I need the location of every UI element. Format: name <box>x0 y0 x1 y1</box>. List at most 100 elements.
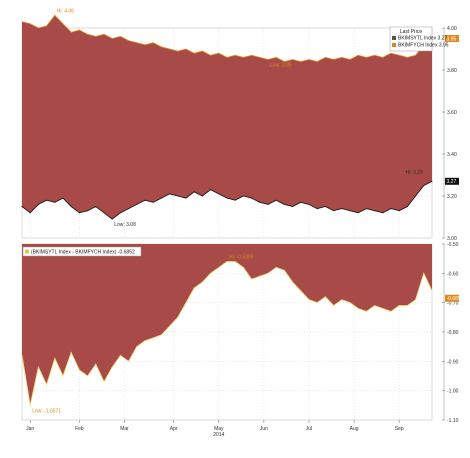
data-point-bkimfych-19 <box>177 50 179 52</box>
data-point-spread-29 <box>259 275 261 277</box>
data-point-bkimsytl-39 <box>341 208 343 210</box>
x-axis-year-label: 2014 <box>213 432 224 438</box>
data-point-bkimfych-30 <box>267 59 269 60</box>
annotation-label: Hi: 3.29 <box>406 170 423 176</box>
data-point-spread-22 <box>201 281 203 283</box>
data-point-bkimsytl-6 <box>70 206 72 207</box>
data-point-spread-15 <box>144 340 146 342</box>
data-point-spread-17 <box>160 334 162 336</box>
legend-entry-label: (BKIMSYTL Index - BKIMFYCH Index) -0.685… <box>31 249 135 255</box>
data-point-bkimfych-15 <box>144 44 146 46</box>
data-point-spread-19 <box>177 316 179 318</box>
data-point-bkimfych-37 <box>324 56 326 58</box>
data-point-bkimfych-42 <box>365 56 367 58</box>
data-point-bkimfych-14 <box>136 42 138 44</box>
series-band-area <box>22 15 432 220</box>
data-point-bkimsytl-36 <box>316 208 318 210</box>
data-point-spread-32 <box>283 269 285 271</box>
data-point-bkimsytl-35 <box>308 203 310 205</box>
data-point-bkimfych-20 <box>185 48 187 50</box>
data-point-bkimsytl-38 <box>333 210 335 212</box>
data-point-bkimfych-22 <box>201 50 203 52</box>
data-point-spread-38 <box>333 305 335 307</box>
y-tick-label: 3.20 <box>447 194 457 200</box>
data-point-bkimfych-12 <box>119 35 121 37</box>
legend-box <box>389 26 433 52</box>
data-point-spread-45 <box>390 310 392 312</box>
y-tick-label: 3.80 <box>447 68 457 74</box>
data-point-bkimsytl-34 <box>300 201 302 203</box>
annotation-label: Hi: 4.06 <box>57 8 74 14</box>
data-point-spread-21 <box>193 287 195 289</box>
data-point-spread-11 <box>111 366 113 368</box>
data-point-spread-6 <box>70 352 72 354</box>
y-tick-label: -0.50 <box>447 242 459 248</box>
data-point-bkimsytl-21 <box>193 191 195 193</box>
last-value-label: 3.27 <box>447 179 457 185</box>
data-point-bkimsytl-50 <box>431 180 433 182</box>
data-point-bkimsytl-26 <box>234 199 236 201</box>
x-tick-label: May <box>214 426 224 432</box>
data-point-spread-33 <box>292 281 294 283</box>
y-tick-label: -0.60 <box>447 271 459 277</box>
data-point-spread-35 <box>308 299 310 301</box>
data-point-spread-4 <box>54 357 56 359</box>
data-point-spread-3 <box>46 384 48 386</box>
legend-title: Last Price <box>400 29 422 35</box>
last-value-box <box>445 294 459 302</box>
data-point-spread-39 <box>341 299 343 301</box>
x-tick-label: Apr <box>170 426 178 432</box>
legend-box <box>22 246 142 257</box>
data-point-bkimfych-27 <box>242 56 244 58</box>
annotation-label: Low: -1.0571 <box>32 408 61 414</box>
data-point-bkimsytl-17 <box>160 197 162 199</box>
data-point-bkimsytl-0 <box>21 206 23 207</box>
data-point-bkimfych-36 <box>316 61 318 63</box>
data-point-bkimsytl-16 <box>152 201 154 203</box>
data-point-bkimfych-25 <box>226 56 228 58</box>
y-tick-label: 3.00 <box>447 236 457 242</box>
data-point-bkimfych-7 <box>78 29 80 31</box>
data-point-bkimsytl-43 <box>374 210 376 212</box>
data-point-bkimsytl-13 <box>128 208 130 210</box>
data-point-bkimfych-34 <box>300 61 302 63</box>
data-point-bkimsytl-2 <box>37 203 39 205</box>
y-tick-label: 4.00 <box>447 26 457 32</box>
data-point-spread-43 <box>374 305 376 307</box>
data-point-bkimfych-29 <box>259 56 261 58</box>
data-point-bkimfych-16 <box>152 42 154 44</box>
data-point-spread-12 <box>119 354 121 356</box>
data-point-bkimsytl-28 <box>251 197 253 199</box>
data-point-spread-0 <box>21 354 23 356</box>
data-point-bkimsytl-12 <box>119 212 121 214</box>
data-point-spread-47 <box>406 305 408 307</box>
data-point-bkimsytl-1 <box>29 212 31 214</box>
data-point-bkimsytl-3 <box>46 199 48 201</box>
y-tick-label: -1.10 <box>447 418 459 424</box>
data-point-bkimsytl-7 <box>78 212 80 214</box>
data-point-bkimsytl-48 <box>415 195 417 197</box>
data-point-bkimsytl-5 <box>62 197 64 199</box>
data-point-bkimsytl-40 <box>349 210 351 212</box>
data-point-bkimsytl-49 <box>423 185 425 186</box>
data-point-bkimfych-13 <box>128 40 130 42</box>
annotation-label: Hi: -0.5395 <box>229 255 254 261</box>
data-point-bkimfych-4 <box>54 14 56 16</box>
data-point-bkimsytl-47 <box>406 206 408 207</box>
data-point-spread-5 <box>62 375 64 377</box>
data-point-bkimfych-9 <box>95 35 97 37</box>
data-point-spread-42 <box>365 310 367 312</box>
data-point-bkimfych-44 <box>382 56 384 58</box>
x-tick-label: Mar <box>120 426 129 432</box>
y-tick-label: -0.70 <box>447 301 459 307</box>
legend-entry-label: BKIMFYCH Index 3.95 <box>398 43 449 49</box>
data-point-bkimfych-43 <box>374 54 376 56</box>
data-point-bkimsytl-20 <box>185 197 187 199</box>
last-value-box <box>445 35 459 42</box>
legend-swatch <box>392 43 396 47</box>
data-point-spread-2 <box>37 366 39 368</box>
data-point-bkimsytl-37 <box>324 206 326 207</box>
data-point-bkimsytl-32 <box>283 203 285 205</box>
data-point-spread-10 <box>103 381 105 383</box>
x-tick-label: Jul <box>306 426 312 432</box>
